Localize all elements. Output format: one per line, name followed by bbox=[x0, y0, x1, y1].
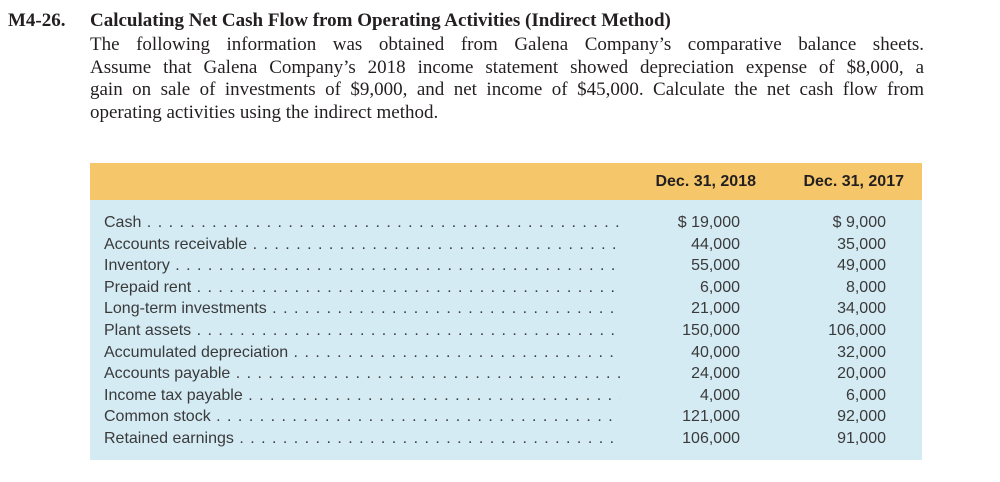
table-row: Retained earnings 106,000 91,000 bbox=[90, 430, 922, 452]
value-2017: 106,000 bbox=[828, 321, 886, 339]
table-row: Accounts payable 24,000 20,000 bbox=[90, 365, 922, 387]
body-line: Assume that Galena Company’s 2018 income… bbox=[90, 56, 924, 78]
table-row: Income tax payable 4,000 6,000 bbox=[90, 387, 922, 409]
table-row: Cash $ 19,000 $ 9,000 bbox=[90, 214, 922, 236]
row-label: Long-term investments bbox=[104, 300, 620, 318]
body-line: operating activities using the indirect … bbox=[90, 101, 439, 123]
value-2018: $ 19,000 bbox=[677, 214, 740, 231]
row-label: Inventory bbox=[104, 257, 620, 275]
value-2018: 21,000 bbox=[691, 300, 740, 318]
value-2018: 106,000 bbox=[682, 429, 740, 447]
problem-title: Calculating Net Cash Flow from Operating… bbox=[90, 10, 671, 31]
value-2017: 49,000 bbox=[837, 257, 886, 275]
value-2017: 91,000 bbox=[837, 429, 886, 447]
value-2017: 8,000 bbox=[845, 278, 886, 296]
row-label: Income tax payable bbox=[104, 387, 620, 405]
balance-sheet-table: Dec. 31, 2018 Dec. 31, 2017 Cash $ 19,000… bbox=[90, 163, 922, 460]
value-2018: 121,000 bbox=[682, 408, 740, 426]
row-label: Accounts payable bbox=[104, 365, 620, 383]
table-body: Cash $ 19,000 $ 9,000 Accounts receivable 44… bbox=[90, 214, 922, 452]
row-label: Retained earnings bbox=[104, 430, 620, 448]
body-line: The following information was obtained f… bbox=[90, 34, 924, 55]
column-header-2018: Dec. 31, 2018 bbox=[655, 173, 756, 190]
row-label: Cash bbox=[104, 214, 620, 232]
value-2018: 44,000 bbox=[691, 235, 740, 253]
value-2017: 34,000 bbox=[837, 300, 886, 318]
problem-number: M4-26. bbox=[8, 10, 66, 31]
value-2017: 32,000 bbox=[837, 343, 886, 361]
table-row: Accumulated depreciation 40,000 32,000 bbox=[90, 344, 922, 366]
value-2017: 35,000 bbox=[837, 235, 886, 253]
table-row: Plant assets 150,000 106,000 bbox=[90, 322, 922, 344]
value-2017: 20,000 bbox=[837, 365, 886, 383]
problem-body: The following information was obtained f… bbox=[90, 34, 924, 124]
row-label: Accumulated depreciation bbox=[104, 344, 620, 362]
value-2017: 92,000 bbox=[837, 408, 886, 426]
row-label: Prepaid rent bbox=[104, 279, 620, 297]
value-2018: 55,000 bbox=[691, 257, 740, 275]
table-header: Dec. 31, 2018 Dec. 31, 2017 bbox=[90, 163, 922, 200]
body-line: gain on sale of investments of $9,000, a… bbox=[90, 79, 924, 100]
row-label: Accounts receivable bbox=[104, 236, 620, 254]
row-label: Plant assets bbox=[104, 322, 620, 340]
table-row: Prepaid rent 6,000 8,000 bbox=[90, 279, 922, 301]
table-row: Inventory 55,000 49,000 bbox=[90, 257, 922, 279]
table-row: Common stock 121,000 92,000 bbox=[90, 408, 922, 430]
value-2018: 4,000 bbox=[699, 386, 740, 404]
value-2018: 40,000 bbox=[691, 343, 740, 361]
value-2018: 24,000 bbox=[691, 365, 740, 383]
column-header-2017: Dec. 31, 2017 bbox=[803, 173, 904, 190]
table-row: Accounts receivable 44,000 35,000 bbox=[90, 236, 922, 258]
value-2017: 6,000 bbox=[845, 386, 886, 404]
table-row: Long-term investments 21,000 34,000 bbox=[90, 300, 922, 322]
value-2018: 150,000 bbox=[682, 321, 740, 339]
value-2018: 6,000 bbox=[699, 278, 740, 296]
row-label: Common stock bbox=[104, 408, 620, 426]
value-2017: $ 9,000 bbox=[832, 214, 886, 231]
